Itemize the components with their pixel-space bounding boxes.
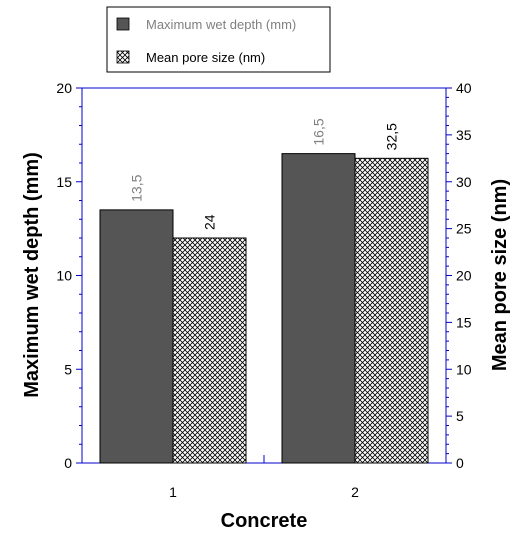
bar-wet-depth-2 bbox=[281, 153, 356, 464]
left-tick-label: 15 bbox=[56, 174, 72, 190]
bar-wet-depth-1 bbox=[99, 209, 174, 464]
x-tick-label: 2 bbox=[351, 484, 359, 500]
right-tick-label: 30 bbox=[456, 174, 472, 190]
right-tick-label: 0 bbox=[456, 455, 464, 471]
right-tick-label: 35 bbox=[456, 127, 472, 143]
left-tick-label: 5 bbox=[64, 361, 72, 377]
x-tick-label: 1 bbox=[169, 484, 177, 500]
legend: Maximum wet depth (mm) Mean pore size (n… bbox=[106, 6, 331, 73]
right-axis-ticks: 0 5 10 15 20 25 30 35 40 bbox=[446, 80, 472, 471]
left-axis-ticks: 0 5 10 15 20 bbox=[56, 80, 82, 471]
right-tick-label: 15 bbox=[456, 314, 472, 330]
right-tick-label: 25 bbox=[456, 221, 472, 237]
bar-pore-size-2 bbox=[354, 157, 429, 464]
legend-swatch-pore-size bbox=[116, 50, 130, 64]
legend-box bbox=[106, 6, 331, 73]
left-axis-title: Maximum wet depth (mm) bbox=[21, 152, 43, 398]
data-label-wet-depth-2: 16,5 bbox=[311, 118, 327, 145]
legend-label-pore-size: Mean pore size (nm) bbox=[146, 50, 265, 65]
bars: 13,5 24 16,5 32,5 bbox=[99, 118, 429, 464]
right-axis-title: Mean pore size (nm) bbox=[489, 179, 511, 371]
legend-swatch-wet-depth bbox=[116, 17, 130, 31]
right-tick-label: 40 bbox=[456, 80, 472, 96]
left-tick-label: 10 bbox=[56, 268, 72, 284]
right-tick-label: 10 bbox=[456, 361, 472, 377]
right-tick-label: 20 bbox=[456, 268, 472, 284]
x-axis-title: Concrete bbox=[221, 510, 308, 532]
left-tick-label: 0 bbox=[64, 455, 72, 471]
right-tick-label: 5 bbox=[456, 408, 464, 424]
left-tick-label: 20 bbox=[56, 80, 72, 96]
legend-label-wet-depth: Maximum wet depth (mm) bbox=[146, 17, 296, 32]
data-label-pore-size-1: 24 bbox=[202, 214, 218, 230]
data-label-wet-depth-1: 13,5 bbox=[129, 174, 145, 201]
bar-pore-size-1 bbox=[172, 237, 247, 464]
data-label-pore-size-2: 32,5 bbox=[384, 123, 400, 150]
